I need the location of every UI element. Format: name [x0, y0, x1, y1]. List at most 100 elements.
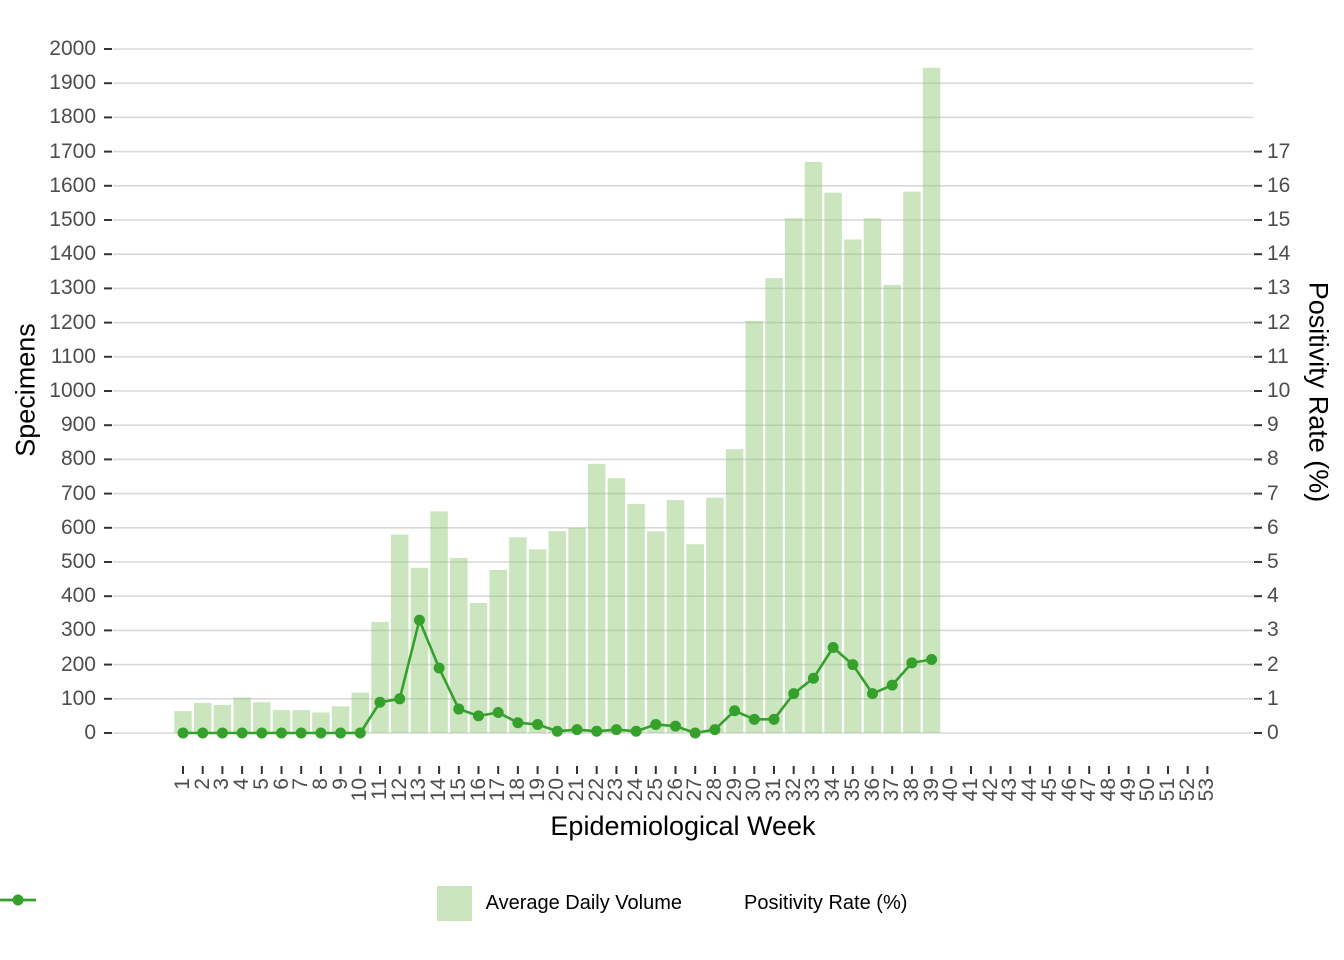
bar-week-7 — [292, 710, 310, 733]
point-week-36 — [867, 688, 878, 700]
y-left-tick-label-700: 700 — [60, 481, 96, 505]
y-right-tick-label-6: 6 — [1267, 515, 1279, 539]
point-week-1 — [177, 727, 189, 739]
point-week-16 — [473, 710, 484, 722]
bar-week-20 — [548, 531, 567, 733]
bar-week-23 — [607, 478, 626, 733]
point-week-2 — [197, 727, 209, 739]
legend-label-volume: Average Daily Volume — [485, 891, 683, 914]
y-right-tick-label-2: 2 — [1267, 652, 1279, 676]
bar-swatch-icon — [436, 885, 472, 921]
y-right-tick-label-0: 0 — [1267, 721, 1279, 744]
point-week-33 — [807, 672, 819, 684]
y-right-tick-label-1: 1 — [1267, 686, 1279, 710]
point-week-17 — [492, 706, 504, 718]
point-week-11 — [374, 696, 386, 708]
point-week-12 — [394, 693, 406, 705]
y-right-tick-label-12: 12 — [1267, 310, 1291, 334]
y-left-tick-label-1300: 1300 — [49, 276, 96, 300]
y-left-tick-label-1600: 1600 — [49, 173, 96, 197]
point-week-31 — [768, 713, 780, 725]
y-left-tick-label-400: 400 — [60, 584, 96, 608]
point-week-10 — [354, 727, 366, 739]
point-week-39 — [926, 653, 938, 665]
point-week-22 — [591, 725, 603, 737]
y-left-tick-label-100: 100 — [60, 686, 96, 710]
y-right-tick-label-5: 5 — [1267, 550, 1279, 573]
bar-week-25 — [647, 531, 665, 733]
bar-week-11 — [371, 621, 389, 733]
bar-week-30 — [745, 320, 764, 733]
y-right-tick-label-11: 11 — [1267, 344, 1289, 368]
point-week-27 — [689, 727, 701, 739]
point-week-34 — [827, 642, 839, 653]
y-right-tick-label-13: 13 — [1267, 276, 1291, 300]
bar-week-22 — [587, 463, 606, 733]
point-week-7 — [295, 727, 307, 739]
y-left-tick-label-1500: 1500 — [49, 208, 96, 231]
legend: Average Daily Volume Positivity Rate (%) — [0, 882, 1344, 924]
left-y-axis-title: Specimens — [10, 323, 41, 457]
y-right-tick-label-16: 16 — [1267, 173, 1291, 197]
y-left-tick-label-1000: 1000 — [49, 379, 96, 402]
y-left-tick-label-1800: 1800 — [49, 105, 96, 129]
point-week-29 — [729, 705, 741, 717]
y-left-tick-label-1700: 1700 — [49, 139, 96, 163]
bar-week-24 — [627, 503, 645, 733]
y-right-tick-label-14: 14 — [1267, 242, 1291, 266]
bar-week-2 — [193, 702, 212, 733]
point-week-21 — [571, 724, 583, 736]
bar-week-35 — [844, 239, 862, 733]
point-week-6 — [276, 727, 287, 739]
y-right-tick-label-7: 7 — [1267, 481, 1279, 505]
y-right-tick-label-10: 10 — [1267, 379, 1291, 402]
point-week-23 — [610, 724, 622, 736]
y-left-tick-label-800: 800 — [60, 447, 96, 471]
y-left-tick-label-1100: 1100 — [50, 344, 96, 368]
point-week-14 — [433, 662, 445, 674]
bar-week-19 — [528, 549, 547, 733]
bar-week-33 — [804, 161, 823, 734]
point-week-30 — [748, 713, 760, 725]
point-week-35 — [847, 659, 859, 671]
bar-week-10 — [351, 692, 370, 733]
bar-week-6 — [272, 710, 291, 733]
bar-week-34 — [824, 192, 842, 733]
y-right-tick-label-17: 17 — [1267, 139, 1291, 163]
bar-week-32 — [784, 218, 803, 734]
bar-week-3 — [213, 704, 232, 733]
bar-week-1 — [174, 711, 192, 733]
point-week-38 — [906, 657, 918, 669]
y-left-tick-label-2000: 2000 — [49, 37, 96, 60]
legend-label-positivity: Positivity Rate (%) — [744, 891, 908, 914]
bar-week-4 — [233, 697, 251, 733]
point-week-19 — [532, 718, 544, 730]
y-right-tick-label-8: 8 — [1267, 447, 1279, 471]
bar-week-26 — [666, 500, 685, 733]
point-week-32 — [788, 688, 800, 700]
y-left-tick-label-1200: 1200 — [49, 310, 96, 334]
bar-week-8 — [312, 712, 330, 733]
point-week-3 — [216, 727, 228, 739]
point-week-24 — [630, 725, 642, 737]
legend-item-positivity: Positivity Rate (%) — [0, 891, 908, 915]
bar-week-17 — [489, 569, 507, 733]
y-left-tick-label-1400: 1400 — [49, 242, 96, 266]
bar-week-16 — [469, 603, 488, 733]
y-right-tick-label-4: 4 — [1267, 584, 1279, 608]
bar-week-21 — [568, 527, 586, 733]
legend-item-volume: Average Daily Volume — [436, 885, 683, 921]
point-week-28 — [709, 724, 721, 736]
y-left-tick-label-0: 0 — [84, 721, 96, 744]
bar-week-31 — [765, 278, 783, 733]
y-left-tick-label-200: 200 — [60, 652, 96, 676]
point-week-13 — [413, 614, 425, 626]
bar-week-5 — [253, 702, 271, 733]
bar-week-36 — [863, 218, 882, 734]
bar-week-39 — [922, 67, 941, 733]
y-left-tick-label-300: 300 — [60, 618, 96, 642]
point-week-5 — [256, 727, 268, 739]
point-week-37 — [886, 679, 898, 691]
